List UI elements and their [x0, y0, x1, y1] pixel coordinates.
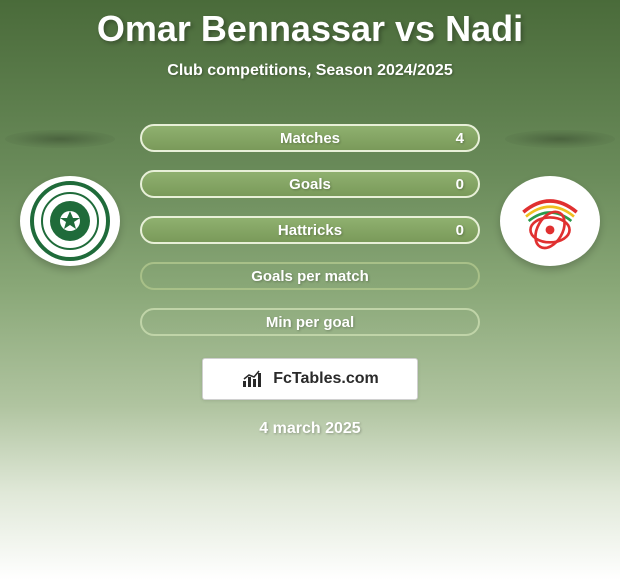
shadow-left — [5, 130, 115, 148]
stat-bar-matches: Matches 4 — [140, 124, 480, 152]
stat-bar-goals: Goals 0 — [140, 170, 480, 198]
stat-bar-min-per-goal: Min per goal — [140, 308, 480, 336]
chart-bars-icon — [241, 369, 267, 389]
team-badge-right — [500, 176, 600, 266]
club-crest-right-icon — [510, 176, 590, 266]
stat-value: 0 — [456, 176, 464, 193]
stat-label: Matches — [280, 130, 340, 147]
page-title: Omar Bennassar vs Nadi — [0, 0, 620, 50]
stat-label: Goals — [289, 176, 331, 193]
subtitle: Club competitions, Season 2024/2025 — [0, 62, 620, 80]
stat-label: Min per goal — [266, 314, 354, 331]
stat-label: Goals per match — [251, 268, 369, 285]
brand-box: FcTables.com — [202, 358, 418, 400]
stat-bar-hattricks: Hattricks 0 — [140, 216, 480, 244]
stat-value: 0 — [456, 222, 464, 239]
team-badge-left — [20, 176, 120, 266]
club-crest-left-icon — [40, 191, 100, 251]
sv-zulte-waregem-badge — [510, 181, 590, 261]
brand-text: FcTables.com — [273, 370, 379, 388]
shadow-right — [505, 130, 615, 148]
stat-value: 4 — [456, 130, 464, 147]
lommel-united-badge — [30, 181, 110, 261]
stat-label: Hattricks — [278, 222, 342, 239]
stat-bar-goals-per-match: Goals per match — [140, 262, 480, 290]
date-text: 4 march 2025 — [0, 420, 620, 438]
